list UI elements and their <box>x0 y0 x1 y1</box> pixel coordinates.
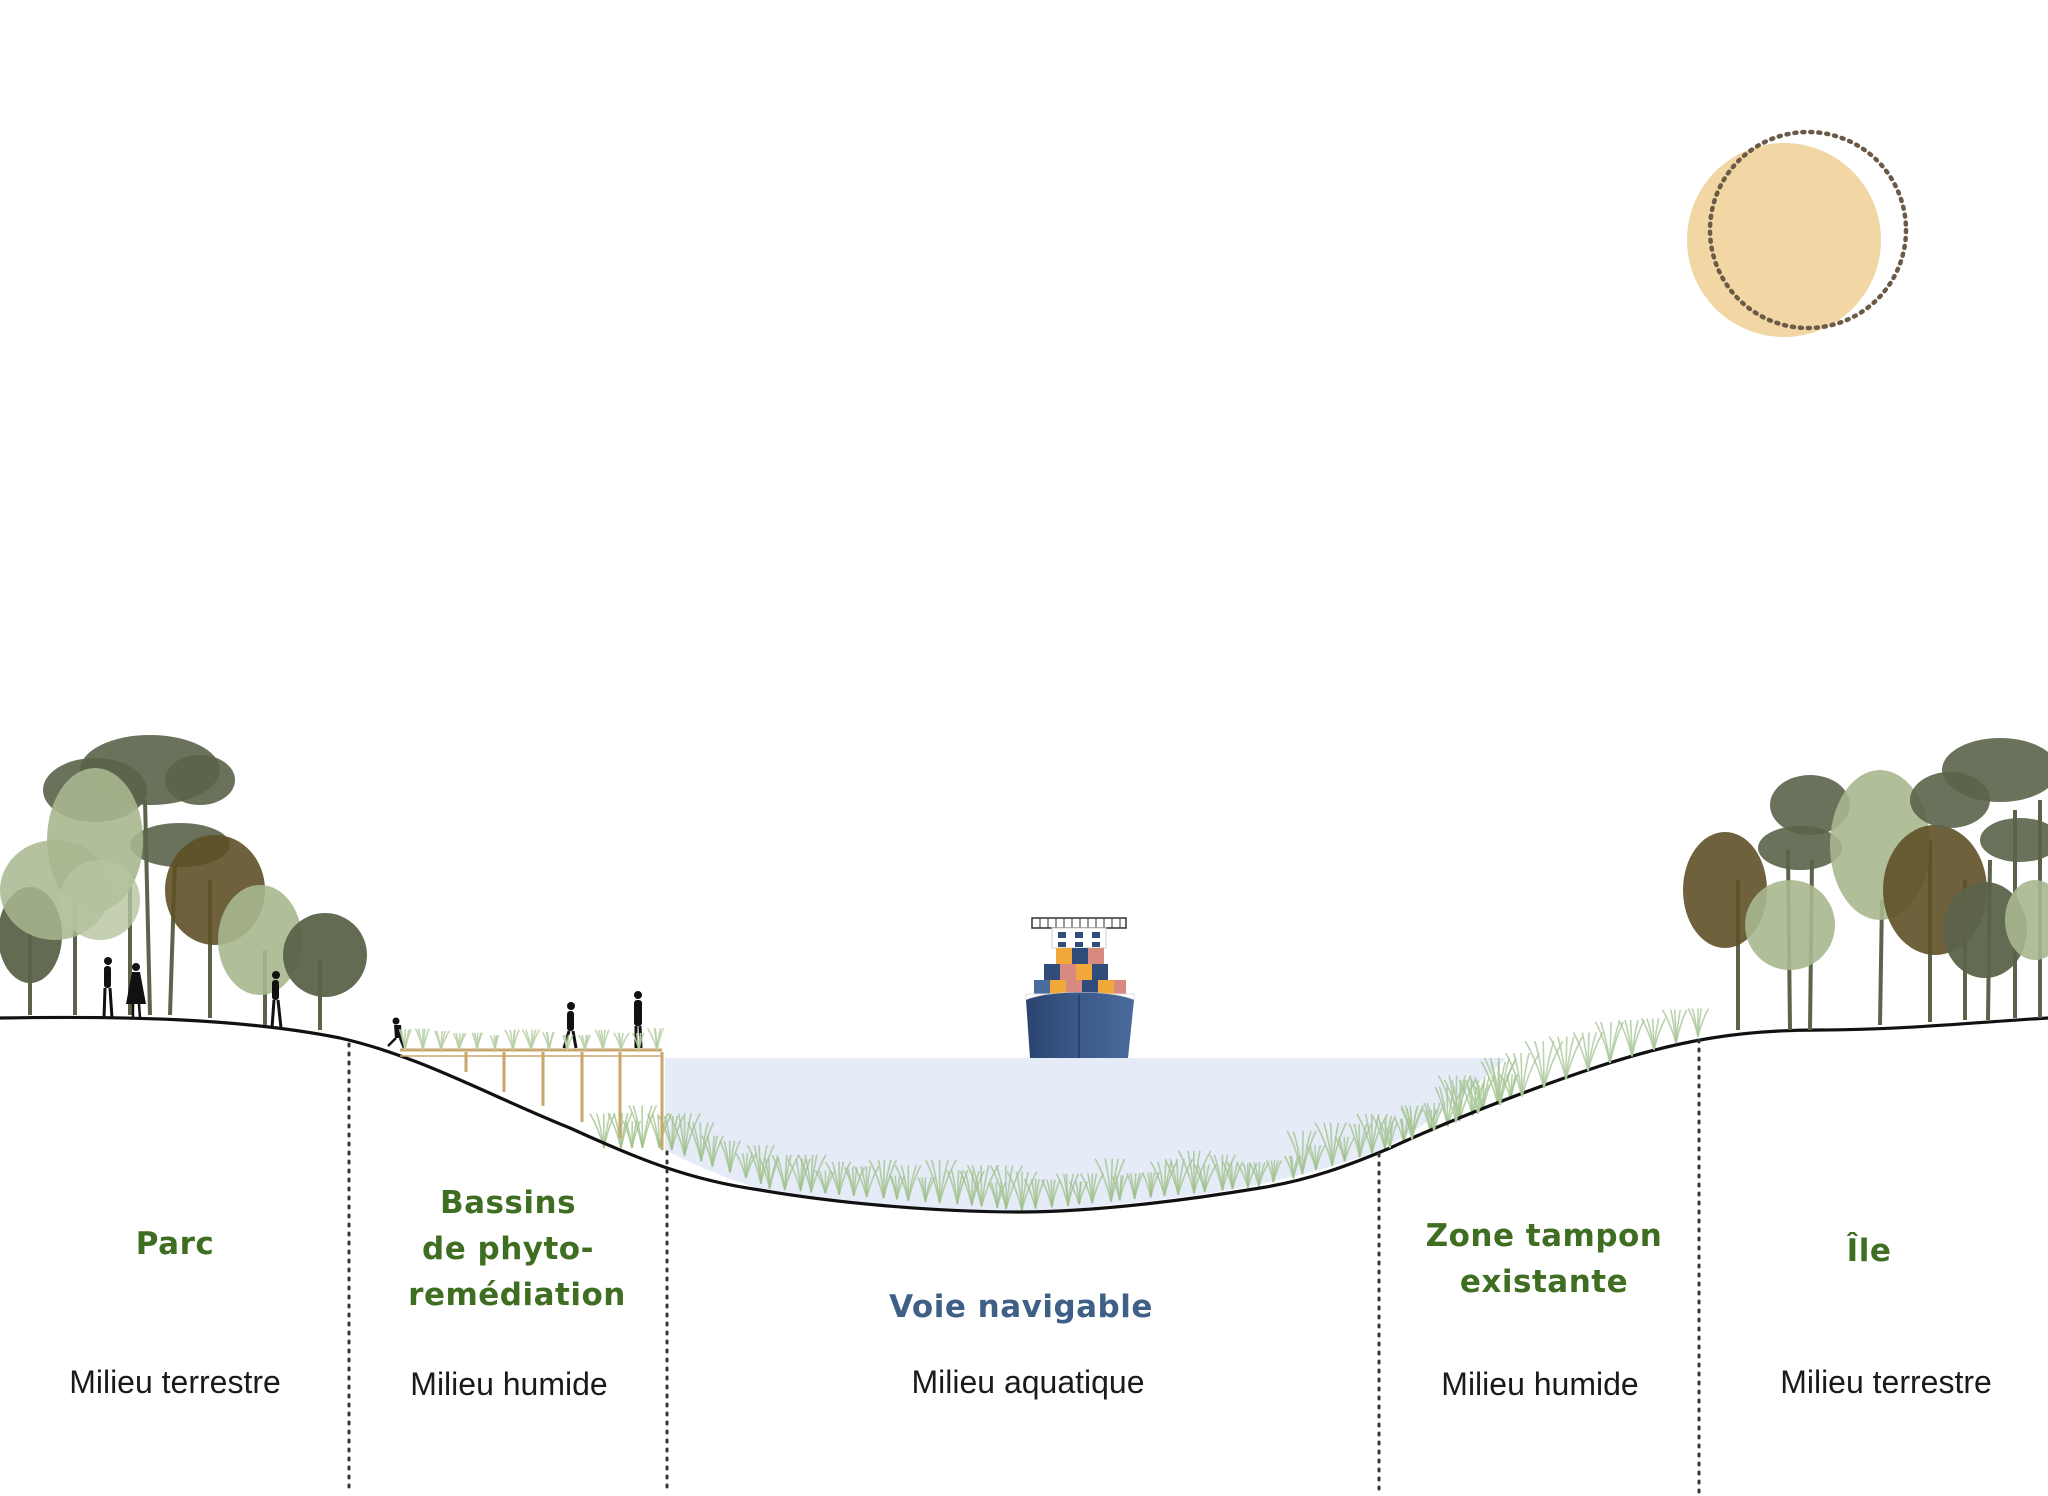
ground-profile <box>0 1015 2048 1214</box>
zone-bassins: Bassins de phyto- remédiation <box>390 1180 626 1318</box>
zone-bassins-sub: Milieu humide <box>410 1366 607 1403</box>
zone-parc-sub: Milieu terrestre <box>69 1364 281 1401</box>
tree-group-right <box>1683 738 2048 1031</box>
zone-title-ile: Île <box>1846 1233 1892 1269</box>
zone-subtitle-tampon: Milieu humide <box>1441 1366 1639 1402</box>
tree-icon <box>2005 880 2048 960</box>
zone-tampon: Zone tampon existante <box>1426 1213 1663 1305</box>
zone-title-bassins: Bassins de phyto- remédiation <box>408 1185 626 1313</box>
person-icon <box>270 971 283 1029</box>
zone-subtitle-bassins: Milieu humide <box>410 1366 608 1402</box>
reed-icon <box>1378 1008 1710 1149</box>
zone-title-tampon: Zone tampon existante <box>1425 1218 1663 1300</box>
zone-ile: Île <box>1847 1228 1892 1274</box>
tree-icon <box>1943 882 2027 978</box>
tree-group-left <box>0 735 367 1030</box>
reed-icon <box>589 1061 1519 1211</box>
zone-voie: Voie navigable <box>889 1284 1153 1330</box>
tree-icon <box>283 913 367 997</box>
person-icon <box>126 963 146 1019</box>
zone-title-parc: Parc <box>135 1226 215 1262</box>
people <box>102 957 643 1049</box>
zone-subtitle-ile: Milieu terrestre <box>1780 1364 1992 1400</box>
tree-icon <box>1745 880 1835 970</box>
person-icon <box>102 957 114 1019</box>
reed-icon <box>398 1027 665 1051</box>
person-icon <box>387 1017 406 1049</box>
moon-orbit-icon <box>1707 129 1909 331</box>
tree-icon <box>1910 738 2048 862</box>
zone-ile-sub: Milieu terrestre <box>1780 1364 1992 1401</box>
container-ship-icon <box>1025 917 1135 1058</box>
zone-dividers <box>347 1038 1701 1496</box>
zone-subtitle-voie: Milieu aquatique <box>911 1364 1145 1400</box>
zone-voie-sub: Milieu aquatique <box>911 1364 1144 1401</box>
zone-parc: Parc <box>136 1221 214 1267</box>
tree-icon <box>218 885 302 995</box>
sun-icon <box>1687 129 1909 337</box>
tree-icon <box>1758 775 1850 870</box>
zone-tampon-sub: Milieu humide <box>1441 1366 1638 1403</box>
zone-title-voie: Voie navigable <box>889 1289 1153 1325</box>
tree-icon <box>0 768 143 940</box>
zone-subtitle-parc: Milieu terrestre <box>69 1364 281 1400</box>
